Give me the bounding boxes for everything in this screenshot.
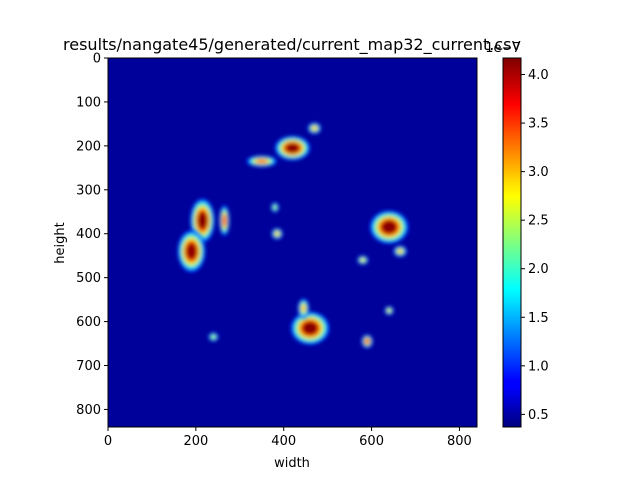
heatmap-hotspots <box>177 122 409 348</box>
x-tick-label: 600 <box>359 434 384 449</box>
plot-frame <box>107 57 478 428</box>
y-axis-ticks: 0 100 200 300 400 500 600 700 800 <box>76 52 108 418</box>
hotspot <box>290 311 330 345</box>
hotspot-level <box>273 205 277 210</box>
colorbar-tick-label: 0.5 <box>528 408 549 423</box>
hotspot <box>271 228 283 240</box>
colorbar-tick-label: 1.5 <box>528 311 549 326</box>
hotspot-level <box>274 231 280 236</box>
hotspot <box>369 210 409 244</box>
hotspot <box>219 205 230 236</box>
hotspot <box>208 332 219 342</box>
hotspot <box>246 155 278 167</box>
hotspot <box>357 255 369 265</box>
y-tick-label: 500 <box>76 271 101 286</box>
hotspot <box>190 198 215 243</box>
hotspot-level <box>381 220 397 234</box>
hotspot-level <box>397 249 403 254</box>
hotspot-level <box>360 258 365 262</box>
colorbar-ticks: 0.5 1.0 1.5 2.0 2.5 3.0 3.5 4.0 <box>521 68 549 423</box>
hotspot-level <box>255 159 268 164</box>
hotspot <box>393 245 407 257</box>
hotspot <box>297 298 309 319</box>
hotspot <box>274 135 311 161</box>
colorbar-gradient <box>502 57 522 428</box>
colorbar-tick-label: 3.5 <box>528 117 549 132</box>
y-tick-label: 800 <box>76 403 101 418</box>
x-axis-ticks: 0 200 400 600 800 <box>104 427 472 449</box>
heatmap <box>107 57 478 428</box>
hotspot-level <box>301 304 306 313</box>
hotspot <box>361 334 373 348</box>
x-axis-label: width <box>274 456 310 471</box>
hotspot-level <box>211 335 216 339</box>
hotspot-level <box>197 211 208 230</box>
hotspot <box>307 122 322 134</box>
x-tick-label: 200 <box>183 434 208 449</box>
hotspot-level <box>185 242 197 260</box>
hotspot-level <box>285 143 300 153</box>
colorbar-tick-label: 4.0 <box>528 68 549 83</box>
colorbar-tick-label: 1.0 <box>528 359 549 374</box>
hotspot-level <box>302 321 318 335</box>
colorbar-tick-label: 2.5 <box>528 214 549 229</box>
hotspot <box>384 306 394 315</box>
y-tick-label: 400 <box>76 227 101 242</box>
y-tick-label: 200 <box>76 139 101 154</box>
y-tick-label: 0 <box>93 52 101 67</box>
hotspot-level <box>311 126 318 131</box>
chart-title: results/nangate45/generated/current_map3… <box>63 35 521 55</box>
hotspot-level <box>387 308 391 313</box>
hotspot <box>271 202 279 213</box>
x-tick-label: 800 <box>447 434 472 449</box>
y-axis-label: height <box>53 222 68 263</box>
x-tick-label: 400 <box>271 434 296 449</box>
colorbar-tick-label: 3.0 <box>528 165 549 180</box>
y-tick-label: 100 <box>76 95 101 110</box>
x-tick-label: 0 <box>104 434 112 449</box>
y-tick-label: 300 <box>76 183 101 198</box>
colorbar-tick-label: 2.0 <box>528 262 549 277</box>
hotspot-level <box>364 338 370 344</box>
colorbar: 0.5 1.0 1.5 2.0 2.5 3.0 3.5 4.0 1e−7 <box>485 41 549 428</box>
y-tick-label: 600 <box>76 315 101 330</box>
y-tick-label: 700 <box>76 359 101 374</box>
hotspot <box>177 230 206 273</box>
hotspot-level <box>222 214 227 227</box>
colorbar-offset-text: 1e−7 <box>485 41 520 56</box>
heatmap-background <box>108 58 477 427</box>
